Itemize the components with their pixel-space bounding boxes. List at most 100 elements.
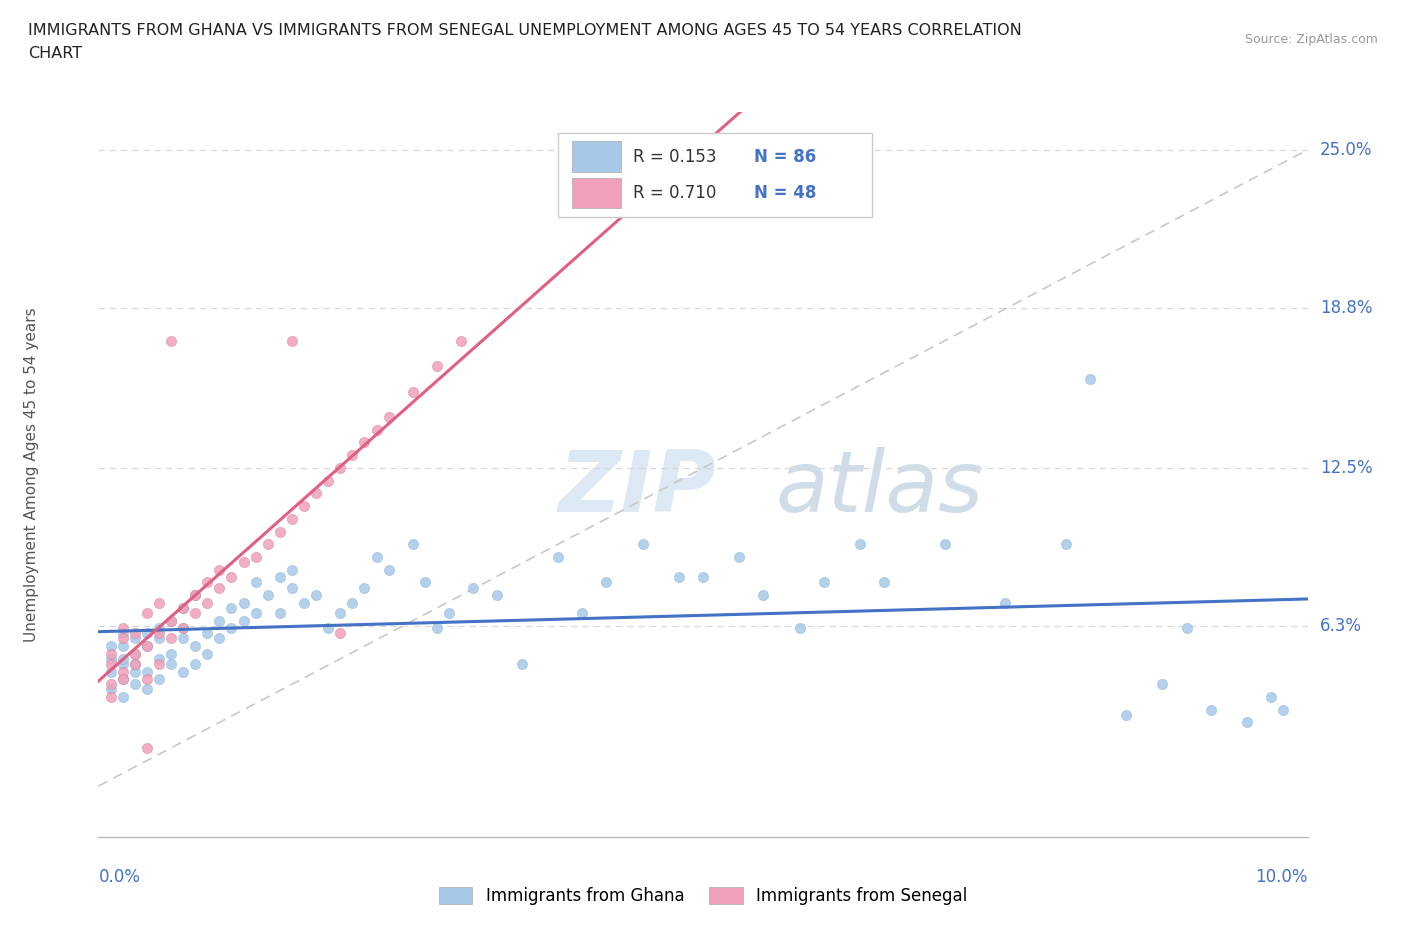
Point bbox=[245, 575, 267, 590]
Text: N = 86: N = 86 bbox=[754, 148, 815, 166]
Point bbox=[305, 486, 328, 501]
Point bbox=[1175, 621, 1198, 636]
Point bbox=[547, 550, 569, 565]
Point bbox=[402, 384, 425, 399]
Point bbox=[366, 550, 388, 565]
Point bbox=[100, 664, 122, 679]
Point bbox=[172, 664, 194, 679]
Point bbox=[366, 422, 388, 437]
Point bbox=[195, 646, 218, 661]
Point bbox=[353, 435, 375, 450]
Point bbox=[208, 580, 231, 595]
Point bbox=[100, 639, 122, 654]
Point bbox=[450, 333, 472, 348]
Point bbox=[1054, 537, 1077, 551]
Point bbox=[148, 621, 170, 636]
Text: ZIP: ZIP bbox=[558, 447, 716, 530]
Point bbox=[124, 657, 146, 671]
Point bbox=[377, 563, 399, 578]
Point bbox=[135, 639, 157, 654]
Point bbox=[124, 646, 146, 661]
Point bbox=[281, 333, 304, 348]
Point bbox=[1115, 708, 1137, 723]
Point bbox=[148, 657, 170, 671]
Point bbox=[402, 537, 425, 551]
Point bbox=[135, 671, 157, 686]
Point bbox=[245, 605, 267, 620]
FancyBboxPatch shape bbox=[558, 133, 872, 217]
Point bbox=[510, 657, 533, 671]
Text: R = 0.710: R = 0.710 bbox=[633, 184, 716, 202]
Point bbox=[232, 595, 254, 610]
Point bbox=[353, 580, 375, 595]
Point bbox=[486, 588, 509, 603]
Point bbox=[195, 575, 218, 590]
Point bbox=[342, 447, 364, 462]
Point bbox=[148, 626, 170, 641]
Point bbox=[305, 588, 328, 603]
Point bbox=[111, 671, 134, 686]
FancyBboxPatch shape bbox=[572, 141, 621, 172]
Point bbox=[571, 605, 593, 620]
Point bbox=[221, 621, 243, 636]
Point bbox=[232, 613, 254, 628]
Point bbox=[245, 550, 267, 565]
Point bbox=[184, 605, 207, 620]
Point bbox=[413, 575, 436, 590]
Point bbox=[184, 657, 207, 671]
Point bbox=[692, 570, 714, 585]
Point bbox=[195, 595, 218, 610]
Legend: Immigrants from Ghana, Immigrants from Senegal: Immigrants from Ghana, Immigrants from S… bbox=[432, 881, 974, 912]
Point bbox=[111, 689, 134, 704]
Text: 0.0%: 0.0% bbox=[98, 868, 141, 885]
Point bbox=[100, 682, 122, 697]
Point bbox=[631, 537, 654, 551]
Text: 12.5%: 12.5% bbox=[1320, 458, 1372, 477]
Point bbox=[342, 595, 364, 610]
Point bbox=[124, 631, 146, 646]
Point bbox=[135, 740, 157, 755]
Point bbox=[281, 563, 304, 578]
Point bbox=[135, 682, 157, 697]
Text: IMMIGRANTS FROM GHANA VS IMMIGRANTS FROM SENEGAL UNEMPLOYMENT AMONG AGES 45 TO 5: IMMIGRANTS FROM GHANA VS IMMIGRANTS FROM… bbox=[28, 23, 1022, 38]
Point bbox=[281, 580, 304, 595]
Point bbox=[208, 631, 231, 646]
Point bbox=[172, 621, 194, 636]
Point bbox=[595, 575, 617, 590]
Text: 6.3%: 6.3% bbox=[1320, 617, 1361, 635]
Text: 18.8%: 18.8% bbox=[1320, 299, 1372, 316]
Point bbox=[813, 575, 835, 590]
Point bbox=[316, 473, 339, 488]
Point bbox=[292, 498, 315, 513]
Point bbox=[160, 631, 183, 646]
FancyBboxPatch shape bbox=[572, 178, 621, 208]
Point bbox=[148, 671, 170, 686]
Point bbox=[292, 595, 315, 610]
Point bbox=[111, 657, 134, 671]
Point bbox=[172, 631, 194, 646]
Point bbox=[100, 677, 122, 692]
Point bbox=[849, 537, 872, 551]
Point bbox=[135, 639, 157, 654]
Point bbox=[160, 646, 183, 661]
Point bbox=[111, 621, 134, 636]
Point bbox=[135, 626, 157, 641]
Point bbox=[1152, 677, 1174, 692]
Point bbox=[1078, 371, 1101, 386]
Point bbox=[463, 580, 485, 595]
Point bbox=[994, 595, 1017, 610]
Point bbox=[221, 570, 243, 585]
Point bbox=[256, 588, 278, 603]
Point bbox=[437, 605, 460, 620]
Point bbox=[232, 554, 254, 569]
Point bbox=[668, 570, 690, 585]
Point bbox=[281, 512, 304, 526]
Point bbox=[1260, 689, 1282, 704]
Point bbox=[124, 677, 146, 692]
Point bbox=[111, 664, 134, 679]
Point bbox=[873, 575, 896, 590]
Point bbox=[111, 651, 134, 666]
Point bbox=[329, 460, 352, 475]
Text: 25.0%: 25.0% bbox=[1320, 140, 1372, 159]
Point bbox=[184, 639, 207, 654]
